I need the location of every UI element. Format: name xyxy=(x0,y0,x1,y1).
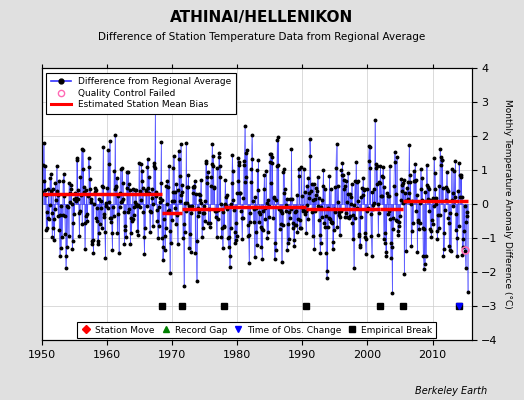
Text: Difference of Station Temperature Data from Regional Average: Difference of Station Temperature Data f… xyxy=(99,32,425,42)
Text: Berkeley Earth: Berkeley Earth xyxy=(415,386,487,396)
Y-axis label: Monthly Temperature Anomaly Difference (°C): Monthly Temperature Anomaly Difference (… xyxy=(503,99,512,309)
Text: ATHINAI/HELLENIKON: ATHINAI/HELLENIKON xyxy=(170,10,354,25)
Legend: Station Move, Record Gap, Time of Obs. Change, Empirical Break: Station Move, Record Gap, Time of Obs. C… xyxy=(78,322,436,338)
